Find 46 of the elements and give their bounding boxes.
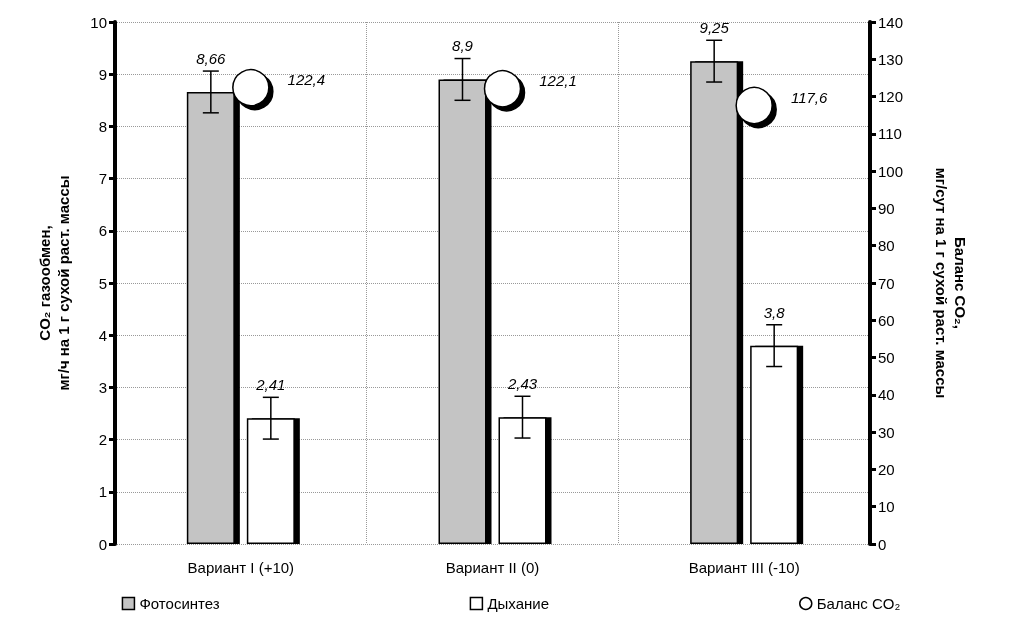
- y2-tick-label: 100: [878, 162, 904, 180]
- y2-tick-label: 80: [878, 237, 895, 255]
- legend-label: Дыхание: [487, 595, 550, 612]
- y-tick-label: 1: [98, 483, 107, 501]
- y2-tick-label: 30: [878, 423, 895, 441]
- y2-tick-label: 10: [878, 498, 895, 516]
- y-tick-label: 3: [98, 378, 107, 396]
- y-tick-label: 5: [98, 274, 107, 292]
- data-label: 2,41: [255, 376, 286, 394]
- y-axis-title: CO₂ газообмен, мг/ч на 1 г сухой раст. массы: [36, 175, 72, 391]
- x-tick-label: Вариант III (-10): [688, 559, 800, 576]
- y2-tick-label: 110: [878, 125, 902, 143]
- data-label: 2,43: [506, 375, 538, 393]
- y-tick-label: 10: [90, 13, 107, 31]
- x-tick-label: Вариант I (+10): [187, 559, 295, 576]
- point: [735, 86, 773, 125]
- data-label: 122,1: [539, 72, 577, 90]
- y2-axis-title: Баланс CO₂, мг/сут на 1 г сухой раст. массы: [933, 167, 969, 399]
- y2-tick-label: 40: [878, 386, 895, 404]
- y2-tick-label: 120: [878, 88, 904, 106]
- data-label: 8,9: [452, 37, 474, 55]
- x-tick-label: Вариант II (0): [445, 559, 540, 576]
- y-tick-label: 6: [98, 222, 107, 240]
- y2-tick-label: 20: [878, 460, 895, 478]
- y2-tick-label: 140: [878, 13, 904, 31]
- y2-tick-label: 130: [878, 50, 904, 68]
- y-tick-label: 0: [98, 535, 107, 553]
- data-label: 8,66: [196, 49, 227, 67]
- point: [483, 70, 522, 108]
- y-tick-label: 8: [98, 117, 107, 135]
- y-tick-label: 4: [98, 326, 107, 344]
- point: [232, 68, 270, 107]
- y2-tick-label: 50: [878, 349, 895, 367]
- data-label: 117,6: [790, 89, 828, 107]
- y-tick-label: 2: [98, 431, 107, 449]
- y2-tick-label: 90: [878, 199, 895, 217]
- y2-tick-label: 70: [878, 274, 895, 292]
- legend-label: Фотосинтез: [139, 595, 220, 612]
- y2-tick-label: 0: [878, 535, 887, 553]
- y-tick-label: 7: [98, 170, 107, 188]
- legend-label: Баланс CO₂: [816, 595, 901, 612]
- y-tick-label: 9: [98, 65, 107, 83]
- data-label: 3,8: [763, 303, 786, 321]
- data-label: 122,4: [287, 71, 326, 89]
- data-label: 9,25: [699, 19, 730, 37]
- y2-tick-label: 60: [878, 311, 895, 329]
